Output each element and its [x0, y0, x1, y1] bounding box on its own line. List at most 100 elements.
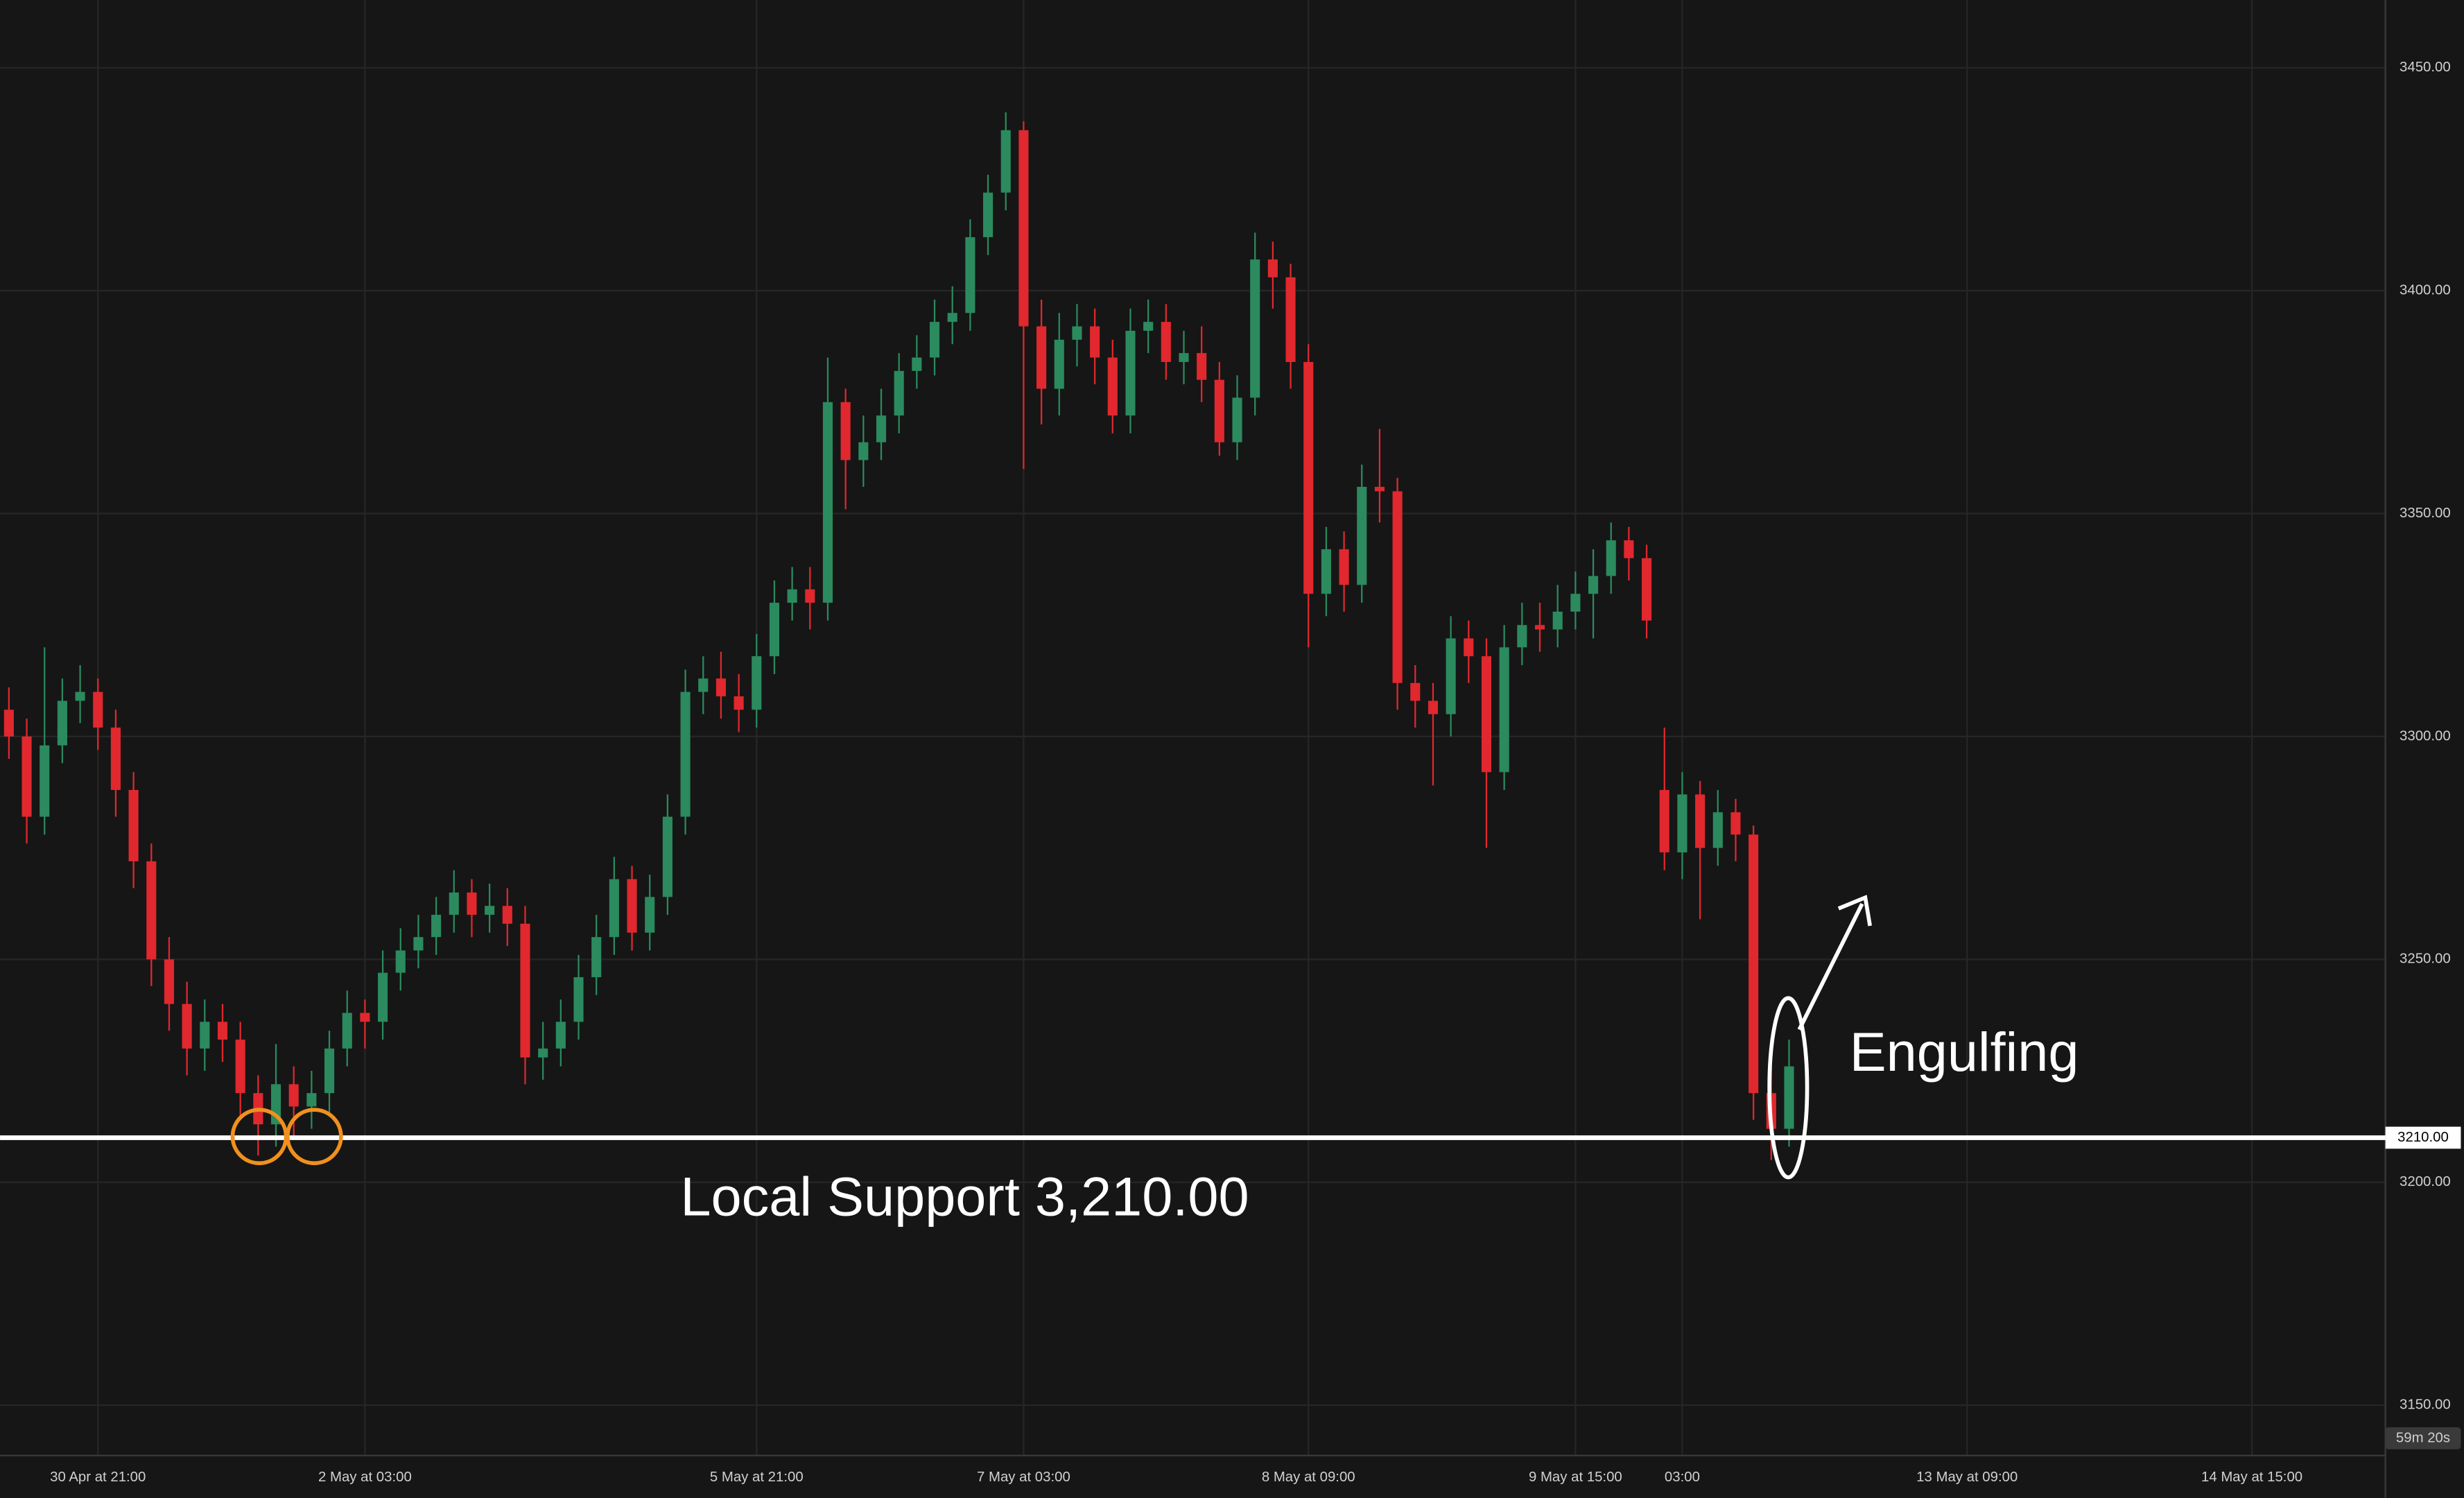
- candle-body: [164, 959, 175, 1004]
- candle-body: [876, 415, 887, 442]
- candle-body: [342, 1013, 352, 1049]
- candle-body: [912, 357, 922, 371]
- candle-body: [1357, 486, 1367, 585]
- candle-body: [1197, 353, 1207, 380]
- countdown-bg: [2385, 1427, 2461, 1449]
- candle-body: [627, 879, 637, 933]
- y-tick-label: 3250.00: [2400, 952, 2451, 967]
- candle-body: [485, 906, 495, 915]
- candle-body: [395, 950, 406, 973]
- candle-body: [235, 1040, 245, 1094]
- candle-body: [1374, 486, 1385, 492]
- candle-body: [21, 736, 32, 817]
- candle-body: [555, 1022, 566, 1049]
- candle-body: [1321, 549, 1331, 594]
- candle-body: [965, 236, 975, 313]
- candle-body: [1000, 130, 1011, 193]
- x-tick-label: 8 May at 09:00: [1262, 1470, 1355, 1485]
- candle-body: [467, 892, 477, 915]
- x-tick-label: 5 May at 21:00: [710, 1470, 804, 1485]
- candle-body: [378, 972, 388, 1022]
- x-tick-label: 14 May at 15:00: [2201, 1470, 2302, 1485]
- candle-body: [1606, 540, 1616, 576]
- candle-body: [1624, 540, 1634, 558]
- candle-body: [662, 816, 673, 897]
- candle-body: [1214, 379, 1224, 442]
- y-tick-label: 3200.00: [2400, 1174, 2451, 1189]
- candle-body: [1642, 558, 1652, 621]
- candle-body: [1446, 638, 1456, 714]
- candle-body: [1267, 259, 1278, 277]
- candle-body: [1054, 339, 1064, 389]
- x-tick-label: 30 Apr at 21:00: [50, 1470, 146, 1485]
- candle-body: [449, 892, 459, 915]
- y-tick-label: 3400.00: [2400, 283, 2451, 298]
- candle-body: [894, 370, 904, 416]
- candle-body: [1250, 259, 1260, 398]
- candle-body: [1784, 1066, 1794, 1129]
- candle-body: [1464, 638, 1474, 657]
- x-tick-label: 13 May at 09:00: [1916, 1470, 2018, 1485]
- candle-body: [1339, 549, 1349, 585]
- candle-body: [360, 1013, 370, 1022]
- candle-body: [200, 1022, 210, 1049]
- candle-body: [1410, 682, 1421, 701]
- candle-body: [734, 696, 744, 710]
- arrow-head: [1837, 895, 1873, 927]
- candle-body: [57, 700, 67, 746]
- candle-body: [680, 691, 691, 817]
- support-price-tag-bg: [2385, 1126, 2461, 1149]
- candle-body: [1072, 326, 1082, 340]
- y-tick-label: 3350.00: [2400, 506, 2451, 521]
- arrow-line: [1797, 902, 1864, 1031]
- pattern-ellipse: [1767, 996, 1810, 1180]
- countdown: 59m 20s: [2396, 1430, 2450, 1445]
- candle-body: [1552, 611, 1563, 630]
- candle-body: [805, 589, 815, 603]
- x-tick-label: 7 May at 03:00: [977, 1470, 1070, 1485]
- pattern-annotation: Engulfing: [1850, 1021, 2079, 1083]
- candle-body: [1749, 834, 1759, 1094]
- candle-body: [182, 1004, 192, 1049]
- candle-body: [306, 1093, 317, 1107]
- candle-body: [502, 906, 512, 924]
- candle-body: [1143, 322, 1154, 331]
- candle-body: [538, 1048, 548, 1058]
- candle-body: [822, 402, 833, 603]
- candle-body: [1090, 326, 1100, 358]
- x-tick-label: 03:00: [1665, 1470, 1700, 1485]
- candle-body: [1161, 322, 1171, 362]
- candle-body: [288, 1084, 299, 1107]
- candle-body: [1392, 491, 1403, 683]
- candle-body: [1570, 594, 1581, 612]
- candle-body: [1588, 576, 1599, 594]
- candle-body: [645, 897, 655, 933]
- candle-body: [217, 1022, 228, 1040]
- candle-body: [715, 678, 726, 697]
- candle-body: [1534, 625, 1545, 630]
- candle-body: [787, 589, 797, 603]
- candle-body: [413, 937, 424, 951]
- candle-body: [698, 678, 709, 692]
- candle-body: [3, 709, 14, 737]
- candle-body: [93, 691, 103, 728]
- candle-body: [591, 937, 602, 978]
- x-tick-label: 2 May at 03:00: [318, 1470, 412, 1485]
- support-price-tag: 3210.00: [2397, 1130, 2449, 1145]
- candle-body: [1481, 656, 1492, 773]
- candle-body: [1428, 700, 1439, 714]
- candle-body: [929, 322, 940, 358]
- x-tick-label: 9 May at 15:00: [1529, 1470, 1622, 1485]
- candle-body: [1107, 357, 1118, 416]
- candle-body: [1179, 353, 1189, 362]
- candle-body: [573, 977, 584, 1022]
- candle-body: [128, 790, 139, 861]
- y-tick-label: 3300.00: [2400, 728, 2451, 743]
- candle-body: [520, 923, 530, 1058]
- candles: [3, 112, 1794, 1160]
- candle-body: [110, 728, 121, 791]
- candle-body: [1695, 794, 1706, 848]
